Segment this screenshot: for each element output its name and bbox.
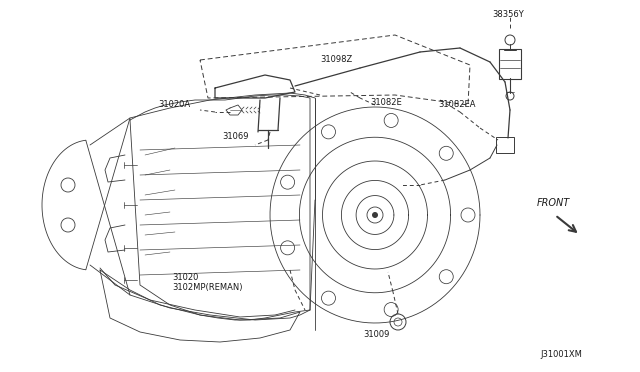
Text: 31082E: 31082E	[370, 98, 402, 107]
Text: 31009: 31009	[363, 330, 389, 339]
Text: 31020A: 31020A	[158, 100, 190, 109]
Text: FRONT: FRONT	[537, 198, 570, 208]
Text: 31098Z: 31098Z	[320, 55, 352, 64]
Text: 31082EA: 31082EA	[438, 100, 476, 109]
Text: 3102MP(REMAN): 3102MP(REMAN)	[172, 283, 243, 292]
FancyBboxPatch shape	[499, 49, 521, 79]
FancyBboxPatch shape	[496, 137, 514, 153]
Text: 31069: 31069	[222, 132, 248, 141]
Text: J31001XM: J31001XM	[540, 350, 582, 359]
Text: 31020: 31020	[172, 273, 198, 282]
Circle shape	[372, 212, 378, 218]
Text: 38356Y: 38356Y	[492, 10, 524, 19]
